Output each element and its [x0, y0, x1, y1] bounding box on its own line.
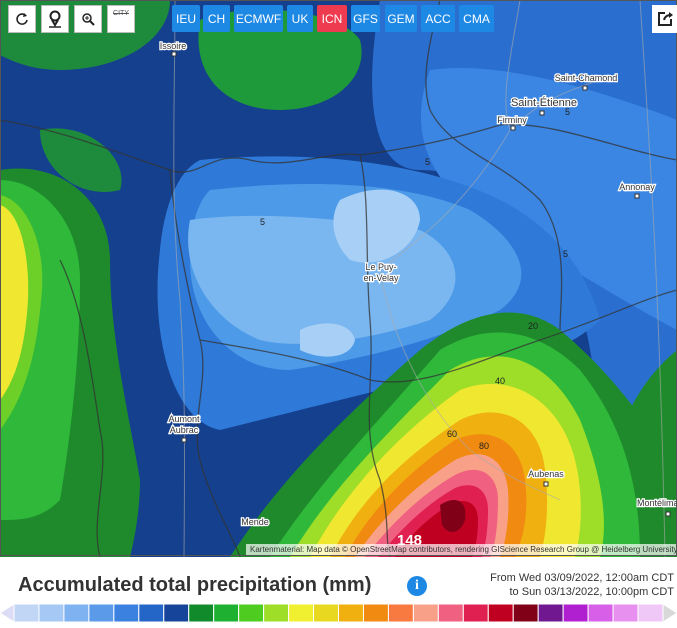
- date-to: to Sun 03/13/2022, 10:00pm CDT: [509, 586, 675, 598]
- attribution-bg: [246, 544, 677, 555]
- contour-label: 40: [495, 376, 505, 386]
- color-swatch: [288, 603, 315, 623]
- place-label: Montélimar: [637, 498, 677, 508]
- attribution: Kartenmaterial: Map data © OpenStreetMap…: [250, 545, 677, 554]
- model-button[interactable]: ICN: [317, 5, 347, 32]
- location-button[interactable]: [41, 5, 69, 33]
- color-swatch: [13, 603, 40, 623]
- refresh-button[interactable]: [8, 5, 36, 33]
- zoom-button[interactable]: [74, 5, 102, 33]
- model-button[interactable]: IEU: [172, 5, 200, 32]
- refresh-icon: [16, 13, 28, 25]
- place-label: en-Velay: [363, 273, 399, 283]
- color-swatch: [188, 603, 215, 623]
- city-button[interactable]: CITY: [107, 5, 135, 33]
- location-icon: [49, 10, 61, 28]
- model-button[interactable]: CH: [203, 5, 230, 32]
- color-scale: [0, 603, 677, 623]
- color-swatch: [38, 603, 65, 623]
- place-dots: [171, 51, 671, 517]
- color-swatch: [113, 603, 140, 623]
- borders: [0, 0, 677, 557]
- color-swatch: [238, 603, 265, 623]
- color-swatch: [562, 603, 589, 623]
- place-label: Aubrac: [170, 425, 199, 435]
- roads: [173, 0, 666, 557]
- contour-label: 20: [528, 321, 538, 331]
- color-swatch: [537, 603, 564, 623]
- contour-label: 5: [565, 107, 570, 117]
- color-swatch: [138, 603, 165, 623]
- color-swatch: [587, 603, 614, 623]
- date-from: From Wed 03/09/2022, 12:00am CDT: [490, 572, 674, 584]
- info-button[interactable]: i: [407, 576, 427, 596]
- precipitation-field: [0, 0, 677, 557]
- place-label: Issoire: [160, 41, 187, 51]
- places: Issoire Saint-Chamond Saint-Étienne Firm…: [158, 40, 677, 529]
- model-button[interactable]: GFS: [351, 5, 380, 32]
- zoom-icon: [82, 13, 95, 26]
- contour-label: 5: [425, 157, 430, 167]
- color-swatch: [412, 603, 439, 623]
- color-swatch: [213, 603, 240, 623]
- contour-label: 80: [479, 441, 489, 451]
- place-label: Aumont: [168, 414, 200, 424]
- place-label: Le Puy-: [365, 262, 396, 272]
- color-swatch: [263, 603, 290, 623]
- color-swatch: [437, 603, 464, 623]
- place-label: Saint-Chamond: [555, 73, 618, 83]
- contour-label: 5: [260, 217, 265, 227]
- place-label: Aubenas: [528, 469, 564, 479]
- legend-title: Accumulated total precipitation (mm): [18, 574, 372, 596]
- color-swatch: [512, 603, 539, 623]
- share-button[interactable]: [652, 5, 677, 33]
- contour-label: 5: [563, 249, 568, 259]
- color-swatch: [313, 603, 339, 623]
- model-button[interactable]: CMA: [459, 5, 494, 32]
- share-icon: [657, 12, 673, 26]
- color-swatch: [462, 603, 489, 623]
- color-swatch: [662, 603, 677, 623]
- model-button[interactable]: UK: [287, 5, 313, 32]
- color-swatch: [612, 603, 639, 623]
- model-button[interactable]: ECMWF: [234, 5, 283, 32]
- place-label: Annonay: [619, 182, 655, 192]
- color-swatch: [163, 603, 190, 623]
- map[interactable]: Issoire Saint-Chamond Saint-Étienne Firm…: [0, 0, 677, 557]
- place-label: Mende: [241, 517, 269, 527]
- color-swatch: [63, 603, 90, 623]
- color-swatch: [0, 603, 15, 623]
- color-swatch: [637, 603, 664, 623]
- model-button[interactable]: ACC: [421, 5, 455, 32]
- color-swatch: [487, 603, 514, 623]
- contour-label: 60: [447, 429, 457, 439]
- color-swatch: [362, 603, 389, 623]
- color-swatch: [387, 603, 414, 623]
- color-swatch: [88, 603, 115, 623]
- place-label: Firminy: [497, 115, 527, 125]
- place-label: Saint-Étienne: [511, 96, 577, 109]
- color-swatch: [338, 603, 364, 623]
- model-button[interactable]: GEM: [385, 5, 417, 32]
